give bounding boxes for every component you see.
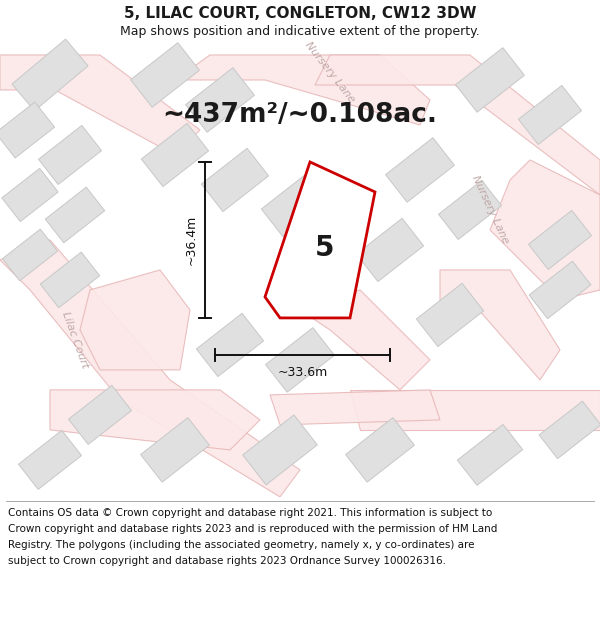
Text: Nursery Lane: Nursery Lane bbox=[303, 39, 357, 104]
Polygon shape bbox=[50, 390, 260, 450]
Text: Contains OS data © Crown copyright and database right 2021. This information is : Contains OS data © Crown copyright and d… bbox=[8, 508, 492, 518]
Text: 5: 5 bbox=[315, 234, 335, 262]
Polygon shape bbox=[265, 162, 375, 318]
Polygon shape bbox=[140, 418, 209, 482]
Text: Crown copyright and database rights 2023 and is reproduced with the permission o: Crown copyright and database rights 2023… bbox=[8, 524, 497, 534]
Polygon shape bbox=[529, 211, 592, 269]
Polygon shape bbox=[19, 431, 82, 489]
Polygon shape bbox=[175, 55, 430, 125]
Polygon shape bbox=[350, 390, 600, 430]
Text: Lilac Court: Lilac Court bbox=[60, 310, 90, 369]
Text: ~36.4m: ~36.4m bbox=[185, 215, 197, 265]
Text: ~33.6m: ~33.6m bbox=[277, 366, 328, 379]
Polygon shape bbox=[457, 424, 523, 486]
Polygon shape bbox=[300, 290, 430, 390]
Polygon shape bbox=[40, 252, 100, 308]
Polygon shape bbox=[440, 270, 560, 380]
Polygon shape bbox=[0, 240, 300, 497]
Polygon shape bbox=[38, 126, 101, 184]
Text: Nursery Lane: Nursery Lane bbox=[470, 174, 510, 246]
Text: ~437m²/~0.108ac.: ~437m²/~0.108ac. bbox=[163, 102, 437, 128]
Polygon shape bbox=[270, 390, 440, 425]
Polygon shape bbox=[490, 160, 600, 300]
Polygon shape bbox=[12, 39, 88, 111]
Polygon shape bbox=[45, 187, 105, 242]
Polygon shape bbox=[131, 42, 199, 107]
Polygon shape bbox=[262, 173, 329, 237]
Polygon shape bbox=[386, 138, 454, 202]
Polygon shape bbox=[242, 415, 317, 485]
Polygon shape bbox=[202, 148, 269, 212]
Polygon shape bbox=[0, 55, 200, 155]
Polygon shape bbox=[2, 168, 58, 221]
Polygon shape bbox=[439, 181, 502, 239]
Polygon shape bbox=[80, 270, 190, 370]
Polygon shape bbox=[142, 123, 209, 187]
Text: 5, LILAC COURT, CONGLETON, CW12 3DW: 5, LILAC COURT, CONGLETON, CW12 3DW bbox=[124, 6, 476, 21]
Polygon shape bbox=[346, 418, 415, 482]
Text: Map shows position and indicative extent of the property.: Map shows position and indicative extent… bbox=[120, 26, 480, 39]
Polygon shape bbox=[416, 283, 484, 346]
Polygon shape bbox=[68, 386, 131, 444]
Polygon shape bbox=[185, 68, 254, 132]
Polygon shape bbox=[539, 401, 600, 459]
Polygon shape bbox=[455, 48, 524, 112]
Text: subject to Crown copyright and database rights 2023 Ordnance Survey 100026316.: subject to Crown copyright and database … bbox=[8, 556, 446, 566]
Polygon shape bbox=[529, 261, 591, 319]
Polygon shape bbox=[266, 328, 334, 392]
Polygon shape bbox=[2, 229, 58, 281]
Polygon shape bbox=[356, 218, 424, 282]
Polygon shape bbox=[0, 102, 55, 158]
Polygon shape bbox=[196, 313, 263, 376]
Polygon shape bbox=[518, 86, 581, 144]
Text: Registry. The polygons (including the associated geometry, namely x, y co-ordina: Registry. The polygons (including the as… bbox=[8, 540, 475, 550]
Polygon shape bbox=[315, 55, 600, 195]
